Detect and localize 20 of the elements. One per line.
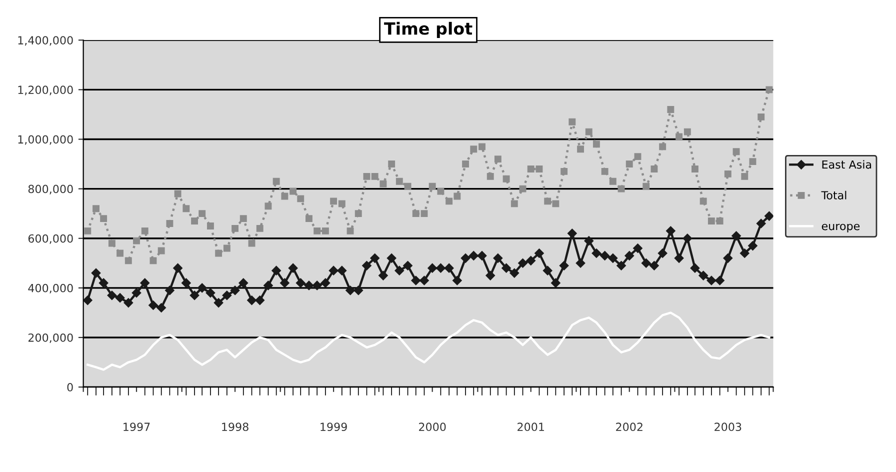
- y-tick-label: 1,000,000: [18, 135, 73, 145]
- x-tick-label: 2003: [714, 422, 742, 432]
- y-tick-label: 0: [67, 383, 73, 392]
- y-tick-label: 1,400,000: [18, 36, 73, 46]
- chart-title: Time plot: [384, 22, 472, 38]
- x-tick-label: 1997: [124, 422, 150, 432]
- legend-label: East Asia: [822, 160, 872, 169]
- x-tick-label: 2000: [419, 422, 446, 432]
- y-tick-label: 1,200,000: [18, 86, 73, 96]
- y-tick-label: 600,000: [28, 234, 73, 244]
- legend-label: europe: [822, 224, 860, 232]
- x-tick-label: 2002: [616, 422, 642, 432]
- y-tick-label: 400,000: [28, 284, 73, 294]
- y-tick-label: 800,000: [28, 184, 73, 194]
- legend-label: Total: [821, 190, 846, 200]
- x-tick-label: 1998: [222, 422, 248, 432]
- x-tick-label: 2001: [518, 422, 544, 432]
- line-series: [86, 312, 770, 371]
- x-tick-label: 1999: [320, 422, 347, 432]
- y-tick-label: 200,000: [28, 333, 73, 343]
